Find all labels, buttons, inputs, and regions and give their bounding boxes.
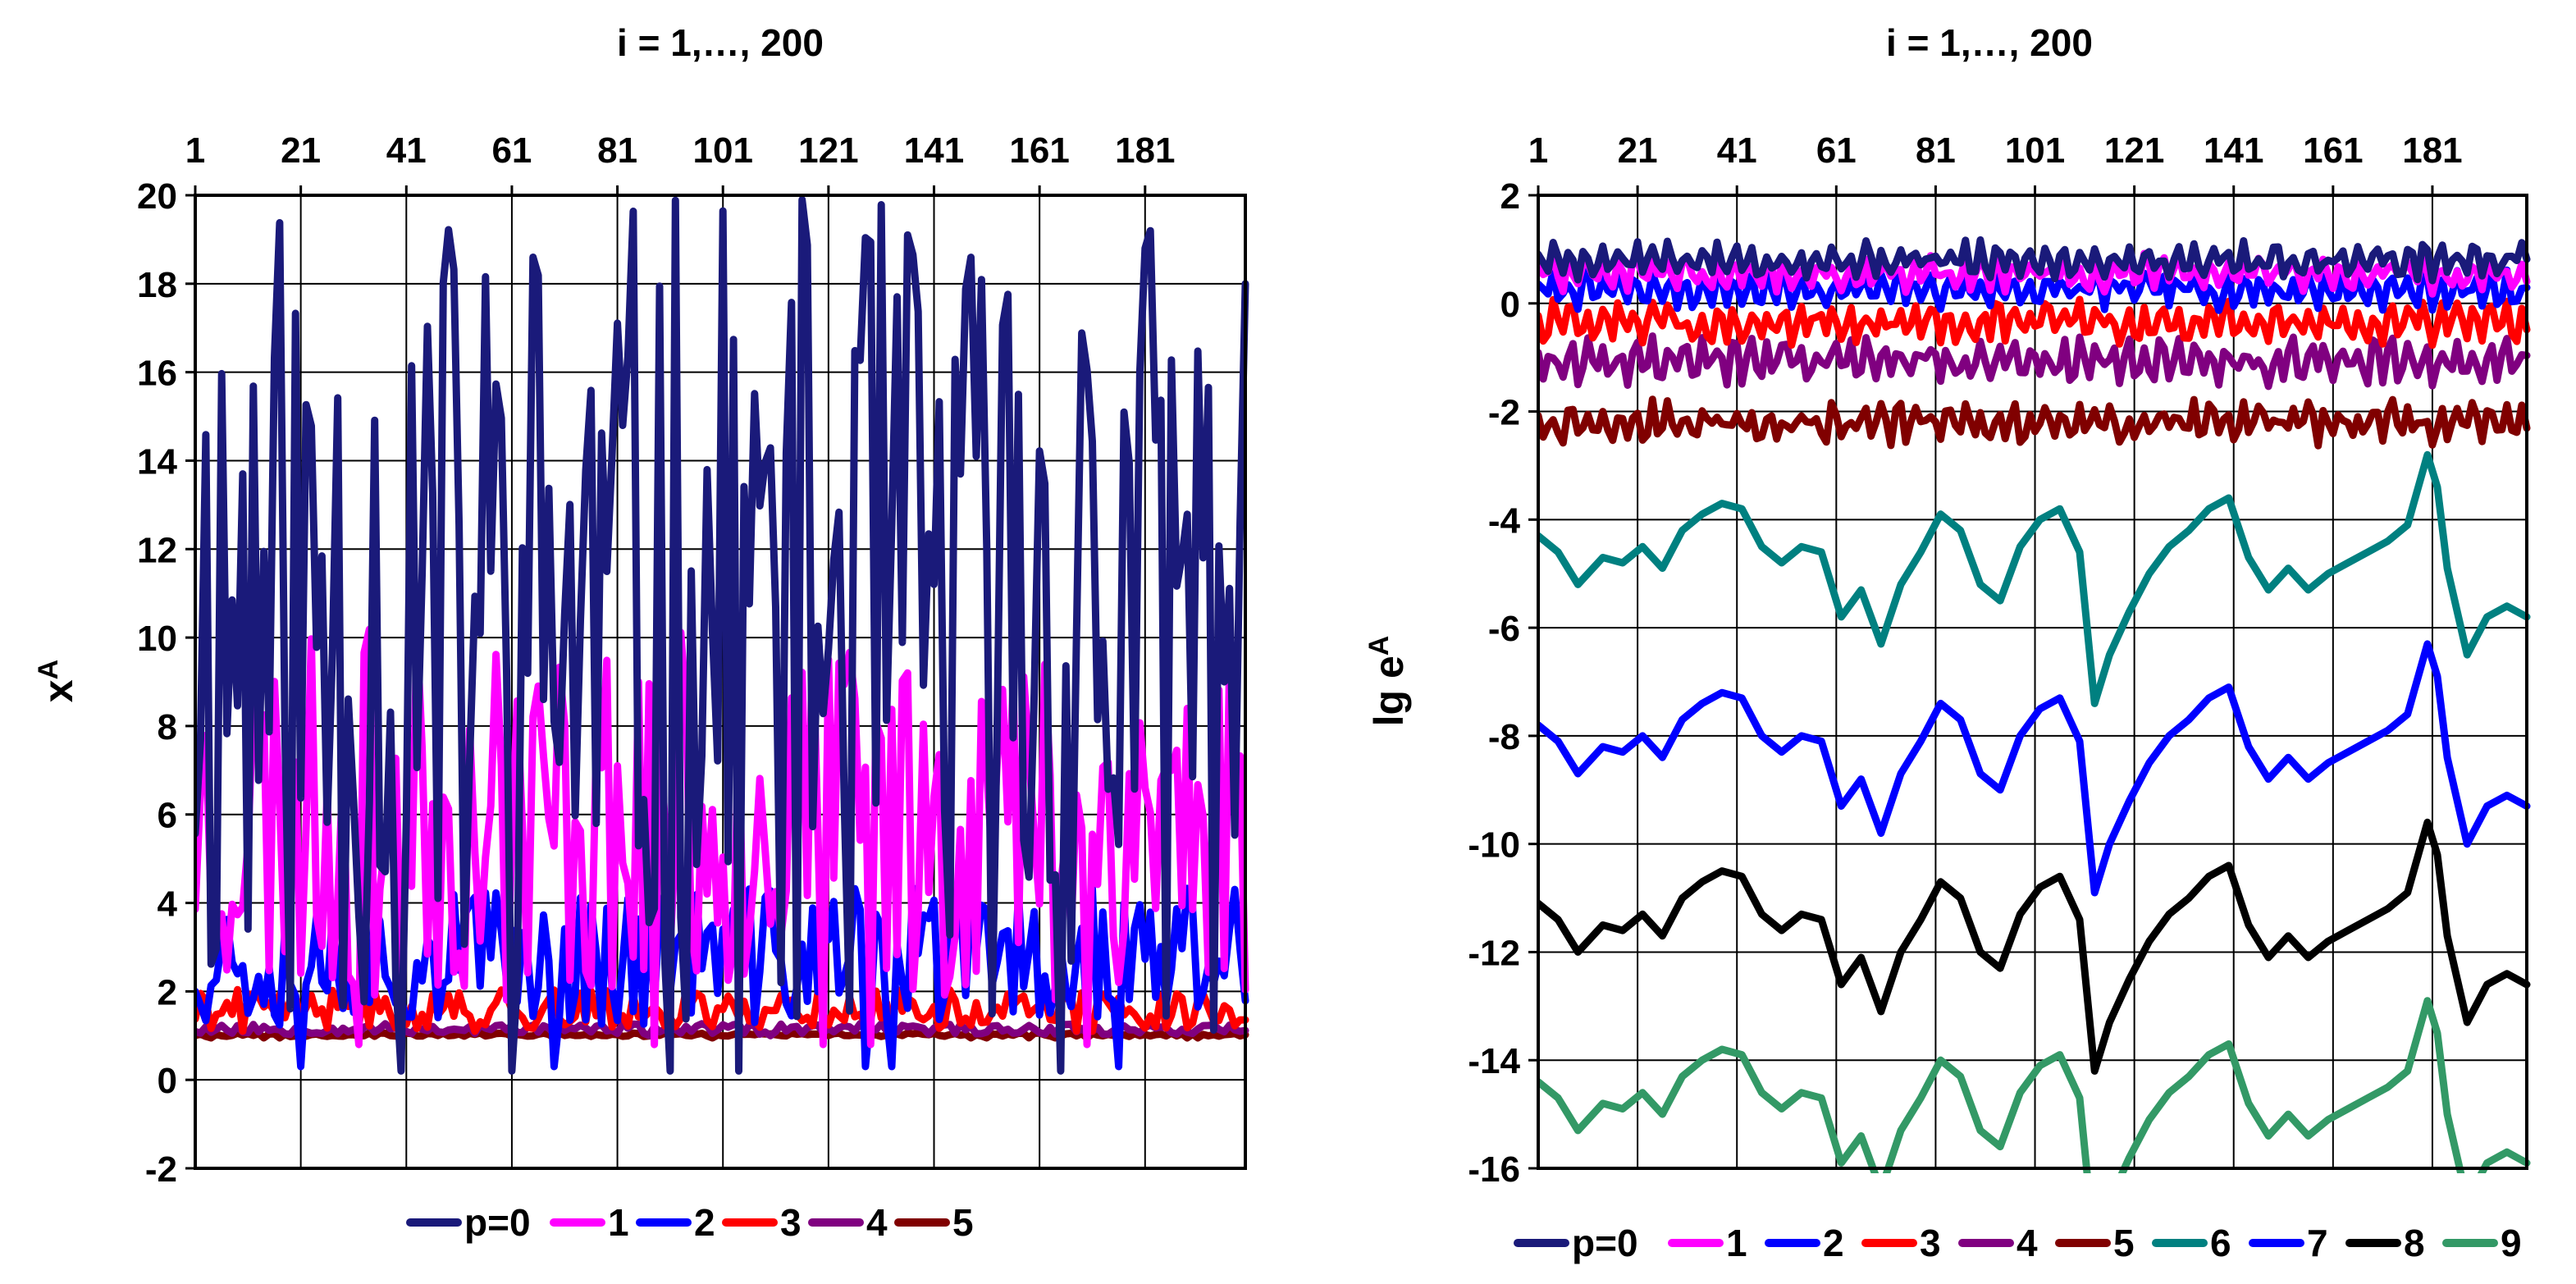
y-tick-label: -16 (1468, 1149, 1520, 1190)
legend-label: 2 (1823, 1222, 1844, 1264)
chart-right-series (1538, 236, 2531, 1173)
y-tick-label: -4 (1488, 500, 1521, 541)
x-tick-label: 41 (1717, 130, 1757, 171)
y-tick-label: -2 (145, 1149, 177, 1190)
series-line-2 (195, 884, 1249, 1071)
y-tick-label: 16 (137, 354, 177, 394)
x-tick-label: 1 (185, 130, 205, 171)
chart-right: i = 1,…, 200 1 21 41 61 81 101 121 141 161 181 20… (1363, 21, 2531, 1264)
legend-label: 5 (952, 1201, 974, 1244)
y-tick-label: 18 (137, 265, 177, 305)
series-line-7 (1538, 640, 2531, 897)
y-tick-label: 14 (137, 441, 177, 482)
x-tick-label: 181 (2402, 130, 2462, 171)
y-tick-label: 2 (1500, 176, 1520, 217)
series-line-8 (1538, 818, 2531, 1075)
y-tick-label: 6 (158, 796, 177, 836)
series-line-4 (1538, 332, 2531, 391)
x-tick-label: 181 (1115, 130, 1175, 171)
chart-left-title: i = 1,…, 200 (617, 21, 824, 64)
x-tick-label: 121 (2104, 130, 2164, 171)
y-tick-label: -14 (1468, 1041, 1520, 1081)
y-tick-label: 4 (158, 884, 178, 925)
series-line-2 (1538, 266, 2531, 314)
chart-left-legend: p=0 1 2 3 4 5 (406, 1201, 974, 1244)
chart-right-y-ticks: 2 0 -2 -4 -6 -8 -10 -12 -14 -16 (1468, 176, 1538, 1190)
y-tick-label: -8 (1488, 717, 1520, 757)
series-line-3 (1538, 295, 2531, 350)
y-tick-label: 12 (137, 530, 177, 570)
legend-label: p=0 (464, 1201, 531, 1244)
x-tick-label: 161 (2303, 130, 2363, 171)
y-tick-label: 8 (158, 707, 177, 747)
legend-label: 3 (780, 1201, 802, 1244)
y-tick-label: 2 (158, 972, 177, 1012)
chart-right-y-axis-label: lg eA (1363, 636, 1412, 727)
x-tick-label: 21 (281, 130, 321, 171)
legend-label: 2 (694, 1201, 715, 1244)
y-tick-label: -12 (1468, 933, 1520, 973)
series-line-6 (1538, 450, 2531, 707)
x-tick-label: 141 (2204, 130, 2263, 171)
y-tick-label: -10 (1468, 825, 1520, 866)
chart-right-title: i = 1,…, 200 (1886, 21, 2093, 64)
x-tick-label: 81 (1916, 130, 1956, 171)
legend-label: 1 (608, 1201, 629, 1244)
x-tick-label: 101 (693, 130, 753, 171)
x-tick-label: 161 (1009, 130, 1069, 171)
y-tick-label: 20 (137, 176, 177, 217)
legend-label: 1 (1726, 1222, 1747, 1264)
y-tick-label: 0 (158, 1061, 177, 1101)
y-tick-label: -2 (1488, 393, 1520, 433)
legend-label: 4 (866, 1201, 888, 1244)
x-tick-label: 1 (1528, 130, 1548, 171)
x-tick-label: 141 (904, 130, 964, 171)
legend-label: p=0 (1572, 1222, 1638, 1264)
chart-left-x-ticks: 1 21 41 61 81 101 121 141 161 181 (185, 130, 1175, 195)
chart-left-series (195, 195, 1249, 1075)
chart-right-plot-frame (1537, 194, 2528, 1170)
x-tick-label: 101 (2005, 130, 2065, 171)
series-line-9 (1538, 997, 2531, 1173)
y-tick-label: -6 (1488, 609, 1520, 649)
legend-label: 4 (2016, 1222, 2038, 1264)
chart-left: i = 1,…, 200 1 21 41 61 81 101 121 141 161 181 20… (33, 21, 1249, 1244)
x-tick-label: 41 (386, 130, 427, 171)
series-line-5 (195, 1029, 1249, 1042)
chart-left-y-axis-label: xA (33, 660, 81, 702)
chart-left-plot-frame (194, 194, 1247, 1170)
x-tick-label: 61 (1816, 130, 1857, 171)
series-line-p-0 (1538, 236, 2531, 285)
y-tick-label: 10 (137, 619, 177, 659)
legend-label: 6 (2210, 1222, 2231, 1264)
legend-label: 5 (2113, 1222, 2135, 1264)
x-tick-label: 121 (798, 130, 858, 171)
chart-right-legend: p=0 1 2 3 4 5 6 7 8 9 (1514, 1222, 2522, 1264)
x-tick-label: 61 (491, 130, 532, 171)
legend-label: 7 (2307, 1222, 2328, 1264)
legend-label: 9 (2501, 1222, 2522, 1264)
legend-label: 3 (1920, 1222, 1941, 1264)
series-line-5 (1538, 395, 2531, 450)
chart-right-x-ticks: 1 21 41 61 81 101 121 141 161 181 (1528, 130, 2463, 195)
x-tick-label: 81 (597, 130, 637, 171)
series-line-p-0 (195, 195, 1249, 1075)
legend-label: 8 (2404, 1222, 2425, 1264)
x-tick-label: 21 (1618, 130, 1658, 171)
y-tick-label: 0 (1500, 285, 1520, 325)
